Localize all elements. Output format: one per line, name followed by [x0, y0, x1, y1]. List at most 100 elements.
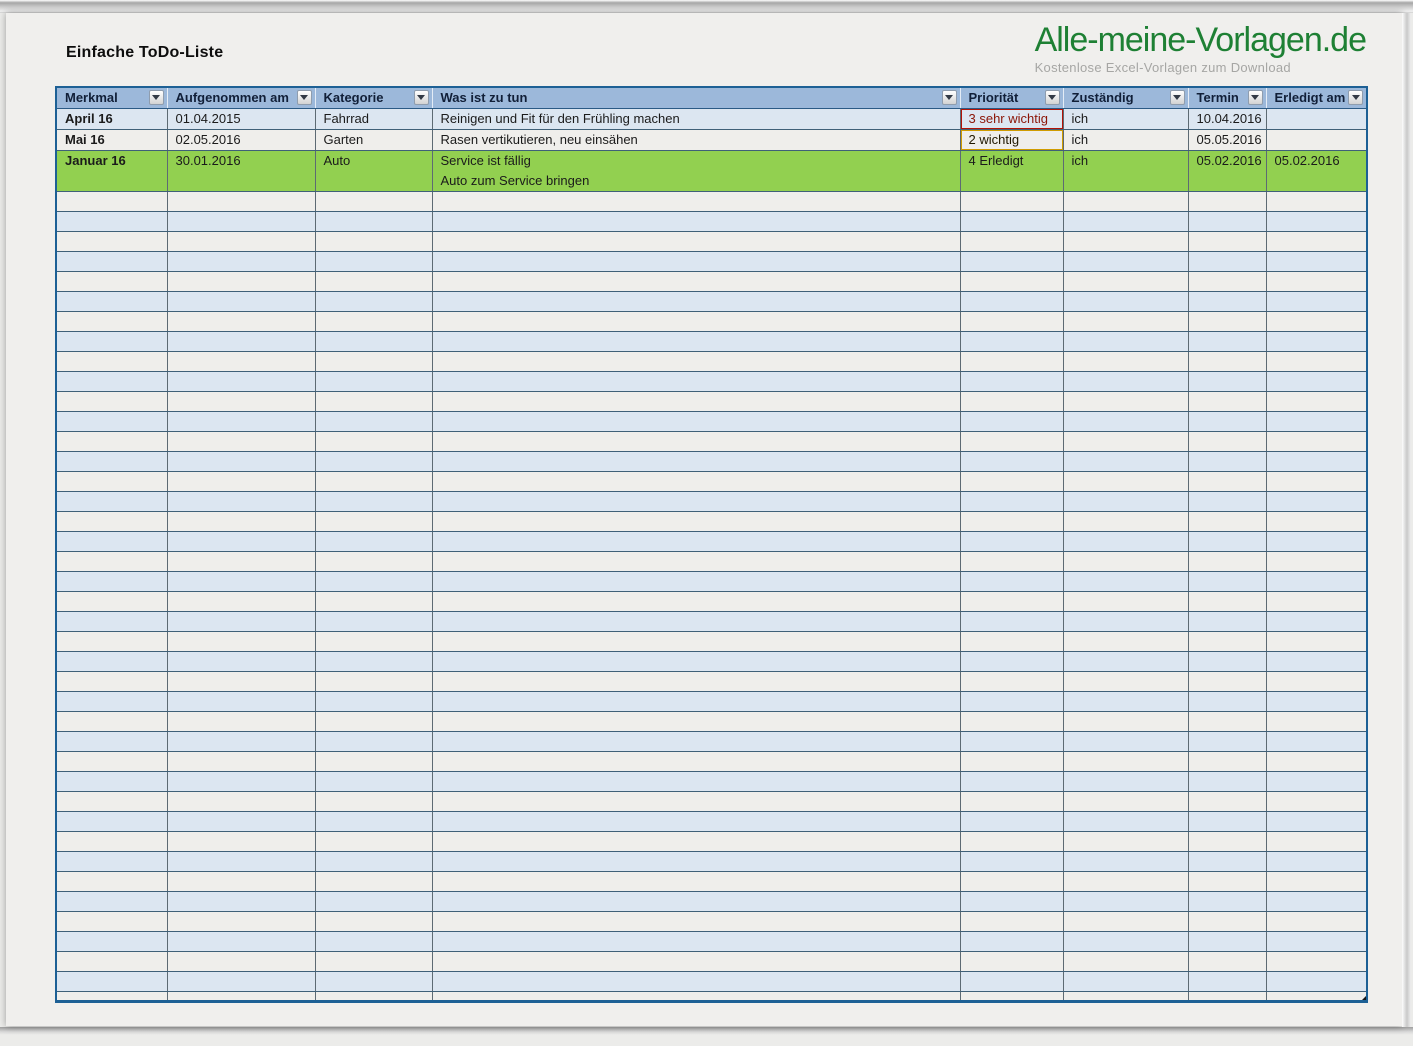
empty-cell[interactable]	[960, 651, 1064, 672]
empty-cell[interactable]	[167, 731, 316, 752]
empty-cell[interactable]	[960, 791, 1064, 812]
empty-cell[interactable]	[57, 211, 168, 232]
empty-cell[interactable]	[1063, 371, 1189, 392]
empty-cell[interactable]	[960, 431, 1064, 452]
empty-cell[interactable]	[1188, 891, 1267, 912]
empty-cell[interactable]	[960, 471, 1064, 492]
empty-cell[interactable]	[432, 831, 961, 852]
empty-cell[interactable]	[432, 551, 961, 572]
empty-cell[interactable]	[57, 531, 168, 552]
empty-cell[interactable]	[167, 431, 316, 452]
empty-cell[interactable]	[167, 411, 316, 432]
empty-cell[interactable]	[1188, 291, 1267, 312]
empty-cell[interactable]	[1266, 911, 1366, 932]
empty-cell[interactable]	[1266, 851, 1366, 872]
empty-cell[interactable]	[1266, 651, 1366, 672]
empty-cell[interactable]	[57, 851, 168, 872]
empty-cell[interactable]	[1188, 971, 1267, 992]
empty-cell[interactable]	[167, 331, 316, 352]
cell-zustaendig[interactable]: ich	[1063, 108, 1189, 130]
empty-cell[interactable]	[1188, 731, 1267, 752]
empty-cell[interactable]	[57, 191, 168, 212]
empty-cell[interactable]	[167, 371, 316, 392]
empty-cell[interactable]	[315, 551, 433, 572]
empty-cell[interactable]	[57, 971, 168, 992]
empty-cell[interactable]	[315, 651, 433, 672]
empty-cell[interactable]	[315, 631, 433, 652]
empty-cell[interactable]	[432, 971, 961, 992]
empty-cell[interactable]	[1188, 551, 1267, 572]
empty-cell[interactable]	[57, 331, 168, 352]
empty-cell[interactable]	[57, 791, 168, 812]
empty-cell[interactable]	[1063, 791, 1189, 812]
empty-cell[interactable]	[960, 811, 1064, 832]
empty-cell[interactable]	[1266, 971, 1366, 992]
empty-cell[interactable]	[315, 211, 433, 232]
empty-cell[interactable]	[315, 231, 433, 252]
empty-cell[interactable]	[1266, 871, 1366, 892]
empty-cell[interactable]	[960, 311, 1064, 332]
empty-cell[interactable]	[1063, 491, 1189, 512]
empty-cell[interactable]	[1063, 191, 1189, 212]
empty-cell[interactable]	[1063, 711, 1189, 732]
empty-cell[interactable]	[1188, 691, 1267, 712]
empty-cell[interactable]	[1266, 411, 1366, 432]
empty-cell[interactable]	[1188, 531, 1267, 552]
empty-cell[interactable]	[1063, 651, 1189, 672]
empty-cell[interactable]	[167, 791, 316, 812]
empty-cell[interactable]	[1063, 551, 1189, 572]
empty-cell[interactable]	[1188, 671, 1267, 692]
empty-cell[interactable]	[315, 391, 433, 412]
empty-cell[interactable]	[57, 771, 168, 792]
empty-cell[interactable]	[1188, 571, 1267, 592]
empty-cell[interactable]	[167, 931, 316, 952]
empty-cell[interactable]	[57, 351, 168, 372]
empty-cell[interactable]	[57, 491, 168, 512]
empty-cell[interactable]	[1188, 831, 1267, 852]
empty-cell[interactable]	[57, 451, 168, 472]
empty-cell[interactable]	[1266, 251, 1366, 272]
empty-cell[interactable]	[432, 291, 961, 312]
empty-cell[interactable]	[315, 311, 433, 332]
cell-merkmal[interactable]: April 16	[57, 108, 168, 130]
empty-cell[interactable]	[1063, 591, 1189, 612]
empty-cell[interactable]	[1266, 991, 1366, 1000]
empty-cell[interactable]	[960, 831, 1064, 852]
empty-cell[interactable]	[315, 711, 433, 732]
empty-cell[interactable]	[1266, 591, 1366, 612]
empty-cell[interactable]	[1188, 191, 1267, 212]
empty-cell[interactable]	[315, 971, 433, 992]
empty-cell[interactable]	[315, 911, 433, 932]
empty-cell[interactable]	[167, 971, 316, 992]
cell-merkmal[interactable]: Januar 16	[57, 150, 168, 192]
empty-cell[interactable]	[57, 431, 168, 452]
empty-cell[interactable]	[960, 891, 1064, 912]
empty-cell[interactable]	[432, 731, 961, 752]
empty-cell[interactable]	[432, 191, 961, 212]
empty-cell[interactable]	[960, 191, 1064, 212]
empty-cell[interactable]	[167, 291, 316, 312]
empty-cell[interactable]	[167, 591, 316, 612]
empty-cell[interactable]	[1266, 531, 1366, 552]
empty-cell[interactable]	[1063, 471, 1189, 492]
empty-cell[interactable]	[167, 251, 316, 272]
empty-cell[interactable]	[167, 871, 316, 892]
empty-cell[interactable]	[1266, 231, 1366, 252]
empty-cell[interactable]	[1266, 831, 1366, 852]
empty-cell[interactable]	[960, 911, 1064, 932]
empty-cell[interactable]	[432, 211, 961, 232]
empty-cell[interactable]	[57, 551, 168, 572]
empty-cell[interactable]	[315, 531, 433, 552]
empty-cell[interactable]	[1063, 951, 1189, 972]
filter-button-erledigt-am[interactable]	[1348, 90, 1363, 105]
empty-cell[interactable]	[315, 191, 433, 212]
empty-cell[interactable]	[432, 771, 961, 792]
empty-cell[interactable]	[1266, 951, 1366, 972]
empty-cell[interactable]	[315, 791, 433, 812]
empty-cell[interactable]	[432, 891, 961, 912]
empty-cell[interactable]	[960, 511, 1064, 532]
empty-cell[interactable]	[1188, 351, 1267, 372]
empty-cell[interactable]	[432, 271, 961, 292]
empty-cell[interactable]	[1063, 891, 1189, 912]
empty-cell[interactable]	[57, 931, 168, 952]
